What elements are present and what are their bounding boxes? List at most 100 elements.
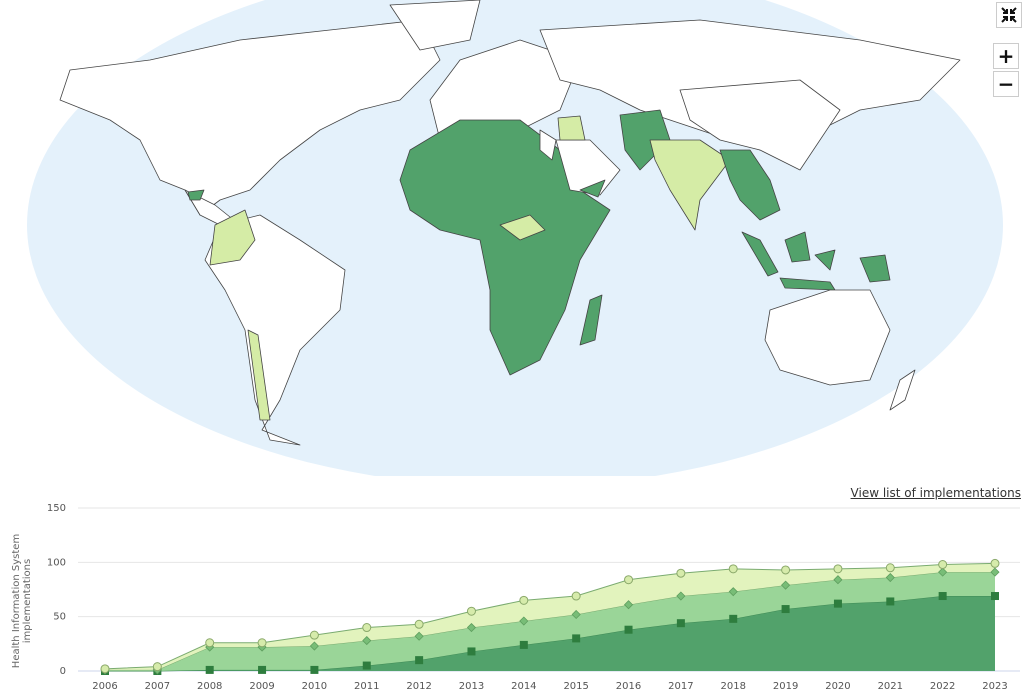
marker (781, 565, 791, 575)
country (209, 209, 256, 266)
country (889, 369, 916, 411)
collapse-icon (1001, 7, 1017, 23)
marker (571, 609, 581, 620)
country (579, 294, 603, 346)
x-tick-label: 2006 (92, 681, 117, 692)
x-tick-label: 2017 (668, 681, 693, 692)
country (579, 179, 606, 198)
marker (781, 580, 791, 590)
zoom-in[interactable]: + (993, 43, 1019, 69)
country (649, 139, 731, 231)
country (719, 149, 781, 221)
y-tick-label: 150 (47, 503, 66, 514)
marker (258, 665, 267, 674)
country (539, 129, 557, 161)
x-tick-label: 2011 (354, 681, 379, 692)
marker (572, 634, 581, 643)
y-tick-label: 100 (47, 557, 66, 568)
x-tick-label: 2019 (773, 681, 798, 692)
marker (467, 647, 476, 656)
x-tick-label: 2010 (302, 681, 327, 692)
country (741, 231, 779, 277)
x-tick-label: 2007 (145, 681, 170, 692)
marker (100, 664, 110, 674)
marker (676, 591, 686, 601)
marker (781, 605, 790, 614)
country (764, 289, 891, 386)
area (105, 563, 995, 670)
marker (205, 665, 214, 674)
country (679, 79, 841, 171)
marker (885, 572, 895, 583)
marker (729, 614, 738, 623)
marker (310, 665, 319, 674)
marker (624, 575, 634, 585)
marker (676, 568, 686, 578)
marker (885, 563, 895, 573)
marker (990, 567, 1000, 577)
area-line (104, 562, 996, 670)
x-tick-label: 2023 (982, 681, 1007, 692)
marker (833, 564, 843, 574)
country (247, 329, 271, 421)
fullscreen-toggle[interactable] (996, 2, 1022, 28)
x-tick-label: 2015 (563, 681, 588, 692)
country (187, 189, 205, 201)
marker (728, 564, 738, 574)
marker (990, 558, 1000, 568)
marker (938, 567, 948, 577)
x-tick-label: 2012 (406, 681, 431, 692)
marker (362, 623, 372, 633)
marker (309, 641, 319, 651)
marker (991, 592, 999, 601)
marker (623, 600, 634, 610)
x-tick-label: 2018 (721, 681, 746, 692)
implementations-link[interactable]: View list of implementations (850, 486, 1021, 500)
country (784, 231, 811, 263)
area (105, 596, 995, 671)
map (27, 0, 1003, 476)
marker (833, 599, 842, 608)
y-tick-label: 50 (53, 612, 66, 623)
marker (519, 640, 528, 649)
x-tick-label: 2020 (825, 681, 850, 692)
x-tick-label: 2008 (197, 681, 222, 692)
country (499, 214, 546, 241)
country (204, 214, 346, 446)
marker (414, 631, 424, 641)
marker (257, 638, 267, 648)
marker (571, 591, 581, 601)
marker (152, 662, 162, 672)
marker (362, 661, 371, 670)
marker (415, 656, 424, 665)
marker (414, 619, 424, 629)
x-tick-label: 2014 (511, 681, 536, 692)
marker (938, 560, 948, 570)
marker (728, 587, 738, 597)
y-axis-label: Health Information System implementation… (11, 533, 33, 669)
marker (519, 616, 529, 626)
x-tick-label: 2016 (616, 681, 641, 692)
marker (205, 638, 215, 648)
x-tick-label: 2022 (930, 681, 955, 692)
marker (362, 636, 372, 646)
marker (938, 592, 947, 601)
marker (833, 575, 843, 585)
marker (519, 595, 529, 605)
marker (466, 622, 477, 633)
marker (466, 606, 476, 616)
x-tick-label: 2021 (878, 681, 903, 692)
country (389, 0, 481, 51)
marker (624, 625, 633, 634)
y-tick-label: 0 (60, 666, 66, 677)
marker (309, 630, 319, 640)
country (814, 249, 836, 271)
marker (886, 597, 895, 606)
country (859, 254, 891, 283)
marker (676, 619, 685, 628)
zoom-out[interactable]: − (993, 71, 1019, 97)
country (557, 115, 586, 141)
x-tick-label: 2009 (249, 681, 274, 692)
